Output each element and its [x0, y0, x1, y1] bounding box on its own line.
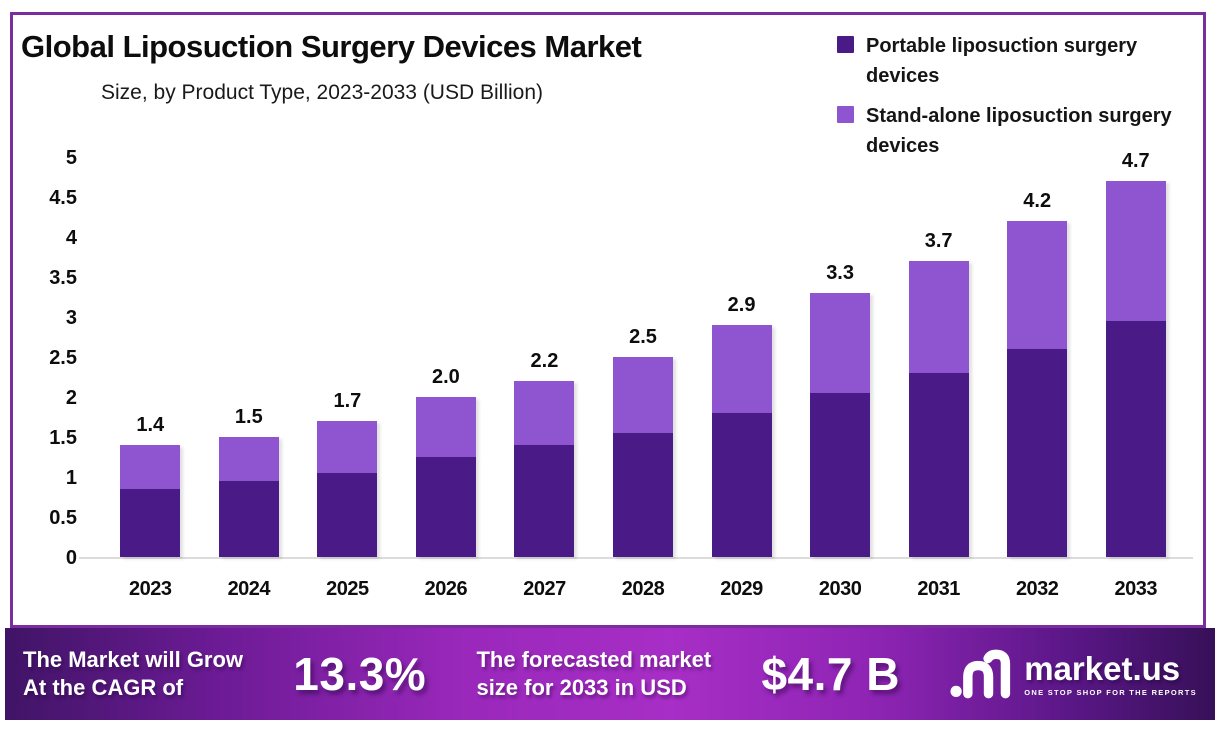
- bar-segment: [514, 381, 575, 445]
- x-tick-label: 2027: [523, 578, 566, 600]
- bar-segment: [1007, 349, 1068, 557]
- growth-text-line2: At the CAGR of: [23, 675, 184, 700]
- bar-column: 2.2: [495, 350, 594, 557]
- y-tick-label: 5: [65, 147, 77, 169]
- forecast-text-line1: The forecasted market: [476, 646, 712, 672]
- legend-label: Stand-alone liposuction surgery devices: [866, 105, 1172, 157]
- plot-area: 0 0.5 1 1.5 2 2.5 3 3.5 4 4.5 5 1.4 1.5 1.7 2.0 2.2 2.5…: [13, 15, 1203, 625]
- bar-segment: [218, 481, 279, 557]
- y-tick-label: 4: [65, 227, 77, 249]
- bar-segment: [908, 373, 969, 557]
- brand-name: market.us: [1024, 649, 1181, 687]
- bar-segment: [120, 445, 181, 489]
- page-title: Global Liposuction Surgery Devices Marke…: [21, 29, 642, 64]
- bar-total-label: 3.7: [924, 230, 953, 252]
- brand-tagline: ONE STOP SHOP FOR THE REPORTS: [1024, 687, 1197, 697]
- chart-legend: Portable liposuction surgery devices Stan…: [837, 31, 1185, 161]
- x-axis-labels: 2023 2024 2025 2026 2027 2028 2029 2030 2031 2032…: [101, 578, 1185, 601]
- bar-total-label: 1.4: [136, 414, 165, 436]
- brand-text-block: market.us ONE STOP SHOP FOR THE REPORTS: [1024, 652, 1197, 697]
- x-tick-label: 2033: [1114, 578, 1157, 600]
- bar-segment: [711, 325, 772, 413]
- market-us-logo-icon: [950, 649, 1011, 699]
- x-tick-label: 2026: [424, 578, 468, 600]
- y-tick-label: 2.5: [49, 347, 77, 369]
- cagr-value: 13.3%: [293, 648, 427, 700]
- y-tick-label: 3.5: [49, 267, 77, 289]
- bar-total-label: 2.2: [530, 350, 559, 372]
- chart-frame: Global Liposuction Surgery Devices Marke…: [10, 12, 1206, 628]
- x-tick-label: 2023: [129, 578, 172, 600]
- legend-swatch: [837, 36, 854, 53]
- y-tick-label: 0: [65, 547, 77, 569]
- bar-segment: [514, 445, 575, 557]
- chart-subtitle: Size, by Product Type, 2023-2033 (USD Bi…: [101, 81, 544, 104]
- x-tick-label: 2032: [1015, 578, 1059, 600]
- bar-segment: [120, 489, 181, 557]
- bar-segment: [1105, 181, 1166, 321]
- legend-label: Portable liposuction surgery devices: [866, 35, 1138, 87]
- y-tick-label: 4.5: [49, 187, 77, 209]
- bar-segment: [810, 393, 871, 557]
- x-tick-label: 2029: [720, 578, 763, 600]
- forecast-value: $4.7 B: [761, 648, 900, 700]
- forecast-text-line2: size for 2033 in USD: [476, 675, 687, 700]
- y-tick-label: 2: [65, 387, 77, 409]
- bar-segment: [317, 421, 378, 473]
- bar-segment: [711, 413, 772, 557]
- bar-segment: [317, 473, 378, 557]
- bar-total-label: 4.7: [1121, 150, 1150, 172]
- legend-item: Portable liposuction surgery devices: [837, 31, 1185, 91]
- bar-column: 1.7: [298, 390, 397, 557]
- bar-total-label: 1.5: [234, 406, 263, 428]
- market-us-logo: market.us ONE STOP SHOP FOR THE REPORTS: [950, 649, 1197, 699]
- x-tick-label: 2025: [326, 578, 369, 600]
- bar-total-label: 2.9: [727, 294, 756, 316]
- bar-column: 1.4: [101, 414, 200, 557]
- bar-segment: [613, 433, 673, 557]
- bar-column: 3.7: [889, 230, 988, 557]
- bar-column: 1.5: [200, 406, 299, 557]
- bar-segment: [218, 437, 279, 481]
- bar-total-label: 1.7: [333, 390, 362, 412]
- growth-text-line1: The Market will Grow: [23, 646, 244, 672]
- bar-column: 4.2: [988, 190, 1087, 557]
- bar-segment: [415, 457, 476, 557]
- bar-segment: [415, 397, 476, 457]
- bar-total-label: 2.5: [629, 326, 657, 348]
- bar-column: 2.9: [692, 294, 791, 557]
- bar-total-label: 4.2: [1023, 190, 1052, 212]
- y-tick-label: 0.5: [49, 507, 77, 529]
- bar-segment: [613, 357, 673, 433]
- growth-text: The Market will Grow At the CAGR of: [23, 646, 243, 702]
- y-tick-label: 3: [65, 307, 77, 329]
- bar-column: 4.7: [1086, 150, 1185, 557]
- bar-segment: [1007, 221, 1068, 349]
- forecast-text: The forecasted market size for 2033 in U…: [476, 646, 711, 702]
- bottom-banner: The Market will Grow At the CAGR of 13.3…: [5, 628, 1215, 720]
- bar-segment: [1105, 321, 1166, 557]
- bar-column: 2.5: [594, 326, 693, 557]
- bar-column: 2.0: [397, 366, 496, 557]
- bar-column: 3.3: [791, 262, 890, 557]
- bar-segment: [810, 293, 871, 393]
- bar-total-label: 3.3: [826, 262, 854, 284]
- x-axis-line: [79, 557, 1193, 559]
- legend-swatch: [837, 106, 854, 123]
- y-tick-label: 1.5: [49, 427, 77, 449]
- bar-segment: [908, 261, 969, 373]
- y-tick-label: 1: [65, 467, 77, 489]
- bars-row: 1.4 1.5 1.7 2.0 2.2 2.5 2.9 3.3 3.7 4.2 4.7: [101, 150, 1185, 557]
- bar-total-label: 2.0: [432, 366, 460, 388]
- x-tick-label: 2030: [818, 578, 862, 600]
- x-tick-label: 2024: [227, 578, 271, 600]
- x-tick-label: 2031: [917, 578, 960, 600]
- x-tick-label: 2028: [621, 578, 665, 600]
- legend-item: Stand-alone liposuction surgery devices: [837, 101, 1185, 161]
